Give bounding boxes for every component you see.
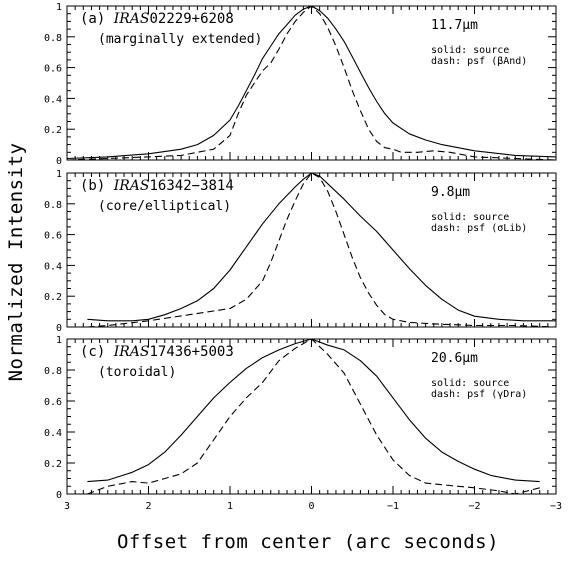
y-tick-label: 0: [56, 323, 62, 334]
panel-label: (b) IRAS16342−3814: [80, 178, 234, 194]
x-axis-title: Offset from center (arc seconds): [117, 531, 499, 553]
x-tick-label: 3: [64, 501, 70, 512]
y-tick-label: 0: [56, 156, 62, 167]
x-tick-label: 0: [308, 501, 314, 512]
legend-dash: dash: psf (γDra): [431, 389, 527, 400]
y-tick-label: 0.4: [44, 94, 62, 105]
source-solid-line: [66, 5, 557, 160]
y-tick-label: 0.4: [44, 428, 62, 439]
panel-1: 0 0.2 0.4 0.6 0.8 1 (b) IRAS16342−3814 (core/el…: [44, 169, 557, 334]
panel-frame: [66, 172, 557, 328]
y-tick-label: 0.6: [44, 64, 62, 75]
psf-dashed-line: [66, 5, 557, 161]
x-tick-label: −1: [387, 501, 399, 512]
panel-sublabel: (core/elliptical): [98, 199, 231, 214]
y-tick-label: 0.4: [44, 261, 62, 272]
source-solid-line: [87, 172, 556, 322]
legend-dash: dash: psf (βAnd): [431, 56, 527, 67]
panel-sublabel: (marginally extended): [98, 32, 262, 47]
wavelength-label: 11.7μm: [431, 18, 478, 33]
y-tick-label: 0.8: [44, 366, 62, 377]
y-tick-label: 1: [56, 2, 62, 13]
panel-label: (a) IRAS02229+6208: [80, 11, 234, 27]
panel-label: (c) IRAS17436+5003: [80, 344, 234, 360]
psf-dashed-line: [87, 338, 540, 495]
y-tick-label: 1: [56, 169, 62, 180]
y-tick-label: 0.6: [44, 231, 62, 242]
x-tick-label: −2: [468, 501, 480, 512]
x-tick-label: −3: [550, 501, 562, 512]
y-tick-label: 1: [56, 335, 62, 346]
legend-solid: solid: source: [431, 378, 509, 389]
panel-sublabel: (toroidal): [98, 365, 176, 380]
legend-solid: solid: source: [431, 212, 509, 223]
legend-dash: dash: psf (σLib): [431, 223, 527, 234]
y-tick-label: 0.6: [44, 397, 62, 408]
y-tick-label: 0.2: [44, 292, 62, 303]
y-tick-label: 0.2: [44, 459, 62, 470]
y-axis-title: Normalized Intensity: [5, 143, 27, 382]
panel-frame: [66, 5, 557, 161]
y-tick-label: 0.2: [44, 125, 62, 136]
x-tick-label: 2: [145, 501, 151, 512]
y-tick-label: 0: [56, 490, 62, 501]
panel-frame: [66, 338, 557, 495]
x-tick-label: 1: [227, 501, 233, 512]
y-tick-label: 0.8: [44, 200, 62, 211]
panel-0: 0 0.2 0.4 0.6 0.8 1 (a) IRAS02229+6208 (margina…: [44, 2, 557, 167]
wavelength-label: 20.6μm: [431, 351, 478, 366]
y-tick-label: 0.8: [44, 33, 62, 44]
panel-2: 0 0.2 0.4 0.6 0.8 1 (c) IRAS17436+5003 (toroida…: [44, 335, 557, 501]
wavelength-label: 9.8μm: [431, 185, 470, 200]
psf-dashed-line: [87, 172, 557, 328]
legend-solid: solid: source: [431, 45, 509, 56]
